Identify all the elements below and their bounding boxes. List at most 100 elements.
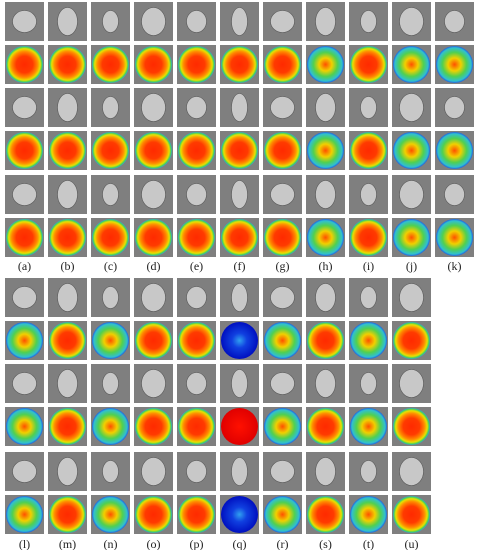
heat-disc bbox=[221, 408, 258, 445]
object-silhouette bbox=[315, 369, 336, 398]
heatmap-image bbox=[91, 407, 130, 446]
render-image bbox=[134, 278, 173, 317]
heat-disc bbox=[436, 46, 473, 83]
heat-disc bbox=[6, 322, 43, 359]
render-image bbox=[392, 278, 431, 317]
object-silhouette bbox=[270, 10, 295, 33]
render-image bbox=[392, 364, 431, 403]
heat-disc bbox=[264, 408, 301, 445]
heat-disc bbox=[307, 322, 344, 359]
heatmap-image bbox=[134, 218, 173, 257]
heatmap-image bbox=[48, 407, 87, 446]
render-image bbox=[306, 452, 345, 491]
heatmap-image bbox=[91, 321, 130, 360]
render-image bbox=[306, 175, 345, 214]
heatmap-image bbox=[392, 131, 431, 170]
heatmap-image bbox=[349, 495, 388, 534]
heatmap-image bbox=[263, 218, 302, 257]
object-silhouette bbox=[360, 96, 377, 119]
object-silhouette bbox=[399, 180, 424, 209]
heatmap-image bbox=[91, 45, 130, 84]
heatmap-image bbox=[48, 218, 87, 257]
heat-disc bbox=[49, 322, 86, 359]
render-image bbox=[220, 364, 259, 403]
heatmap-image bbox=[306, 45, 345, 84]
render-image bbox=[177, 88, 216, 127]
render-image bbox=[349, 278, 388, 317]
render-image bbox=[435, 88, 474, 127]
heatmap-image bbox=[91, 218, 130, 257]
heatmap-image bbox=[134, 45, 173, 84]
heatmap-image bbox=[220, 218, 259, 257]
object-silhouette bbox=[399, 93, 424, 122]
heat-disc bbox=[221, 219, 258, 256]
heatmap-image bbox=[306, 321, 345, 360]
heat-disc bbox=[49, 408, 86, 445]
object-silhouette bbox=[186, 96, 207, 119]
object-silhouette bbox=[231, 7, 248, 36]
heat-disc bbox=[350, 322, 387, 359]
heatmap-image bbox=[220, 407, 259, 446]
panel-label: (u) bbox=[405, 537, 419, 550]
object-silhouette bbox=[57, 283, 78, 312]
heat-disc bbox=[393, 496, 430, 533]
object-silhouette bbox=[141, 457, 166, 486]
heat-disc bbox=[178, 322, 215, 359]
render-image bbox=[5, 452, 44, 491]
heatmap-image bbox=[349, 407, 388, 446]
render-image bbox=[134, 452, 173, 491]
heatmap-image bbox=[220, 495, 259, 534]
heat-disc bbox=[135, 46, 172, 83]
object-silhouette bbox=[231, 369, 248, 398]
heat-disc bbox=[307, 219, 344, 256]
object-silhouette bbox=[231, 457, 248, 486]
panel-label: (g) bbox=[276, 259, 290, 273]
object-silhouette bbox=[444, 183, 465, 206]
panel-label: (h) bbox=[319, 259, 333, 273]
panel-label: (t) bbox=[363, 537, 374, 550]
render-image bbox=[306, 2, 345, 41]
heatmap-image bbox=[91, 131, 130, 170]
render-image bbox=[48, 2, 87, 41]
heatmap-image bbox=[435, 45, 474, 84]
heat-disc bbox=[264, 132, 301, 169]
object-silhouette bbox=[57, 93, 78, 122]
object-silhouette bbox=[231, 93, 248, 122]
render-image bbox=[349, 88, 388, 127]
heatmap-image bbox=[349, 321, 388, 360]
heatmap-image bbox=[177, 407, 216, 446]
heat-disc bbox=[350, 46, 387, 83]
render-image bbox=[177, 364, 216, 403]
render-image bbox=[48, 452, 87, 491]
render-image bbox=[392, 88, 431, 127]
object-silhouette bbox=[12, 96, 37, 119]
heatmap-image bbox=[177, 218, 216, 257]
heatmap-image bbox=[263, 321, 302, 360]
panel-label: (q) bbox=[233, 537, 247, 550]
heat-disc bbox=[264, 219, 301, 256]
render-image bbox=[177, 452, 216, 491]
heat-disc bbox=[49, 219, 86, 256]
render-image bbox=[306, 88, 345, 127]
heat-disc bbox=[350, 219, 387, 256]
render-image bbox=[48, 175, 87, 214]
object-silhouette bbox=[102, 10, 119, 33]
render-image bbox=[220, 278, 259, 317]
object-silhouette bbox=[141, 180, 166, 209]
heat-disc bbox=[178, 46, 215, 83]
panel-label: (k) bbox=[448, 259, 462, 273]
object-silhouette bbox=[57, 180, 78, 209]
heatmap-image bbox=[306, 495, 345, 534]
render-image bbox=[263, 364, 302, 403]
panel-label: (p) bbox=[190, 537, 204, 550]
heat-disc bbox=[92, 408, 129, 445]
object-silhouette bbox=[12, 183, 37, 206]
object-silhouette bbox=[360, 460, 377, 483]
heatmap-image bbox=[134, 321, 173, 360]
heat-disc bbox=[221, 46, 258, 83]
object-silhouette bbox=[102, 286, 119, 309]
heat-disc bbox=[393, 408, 430, 445]
heatmap-image bbox=[263, 131, 302, 170]
object-silhouette bbox=[102, 372, 119, 395]
heat-disc bbox=[135, 322, 172, 359]
